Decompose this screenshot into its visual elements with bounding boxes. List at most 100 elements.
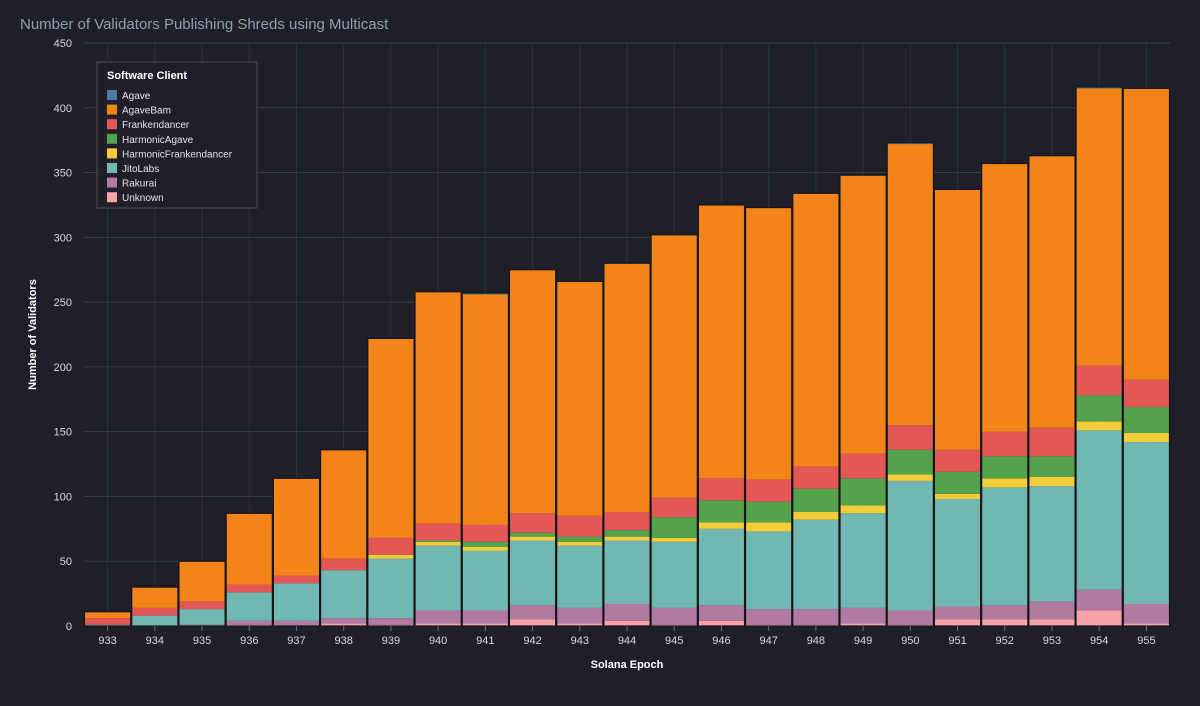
bar-frankendancer-946 — [698, 478, 745, 501]
bar-jitolabs-946 — [698, 528, 745, 606]
legend-label-agave: Agave — [122, 91, 151, 102]
bar-agavebam-939 — [367, 338, 415, 538]
x-tick-label-951: 951 — [948, 635, 966, 647]
bar-jitolabs-937 — [273, 583, 320, 621]
bar-harmonicfrankendancer-954 — [1076, 421, 1123, 431]
bar-harmonicagave-950 — [887, 449, 934, 475]
legend-label-frankendancer: Frankendancer — [122, 120, 190, 131]
x-tick-label-953: 953 — [1043, 635, 1061, 647]
bar-jitolabs-947 — [745, 531, 792, 610]
bar-unknown-950 — [887, 624, 934, 626]
bar-frankendancer-949 — [839, 453, 887, 479]
bar-stack-949 — [839, 174, 887, 627]
x-tick-label-947: 947 — [759, 635, 777, 647]
legend-swatch-harmonicagave — [107, 133, 117, 144]
bar-agavebam-951 — [934, 189, 981, 450]
bar-rakurai-955 — [1123, 603, 1170, 624]
bar-agavebam-940 — [415, 291, 462, 524]
bar-frankendancer-951 — [934, 449, 981, 472]
x-tick-label-948: 948 — [807, 635, 825, 647]
legend-swatch-agave — [107, 90, 117, 100]
bar-jitolabs-941 — [462, 550, 509, 611]
legend-swatch-jitolabs — [107, 163, 117, 173]
bar-stack-955 — [1122, 87, 1171, 627]
y-tick-label-400: 400 — [54, 103, 72, 115]
bar-unknown-948 — [792, 624, 839, 626]
bar-stack-947 — [744, 206, 793, 627]
bar-unknown-952 — [981, 619, 1028, 626]
bar-unknown-955 — [1123, 623, 1170, 626]
bar-unknown-949 — [839, 623, 887, 626]
bar-agavebam-936 — [226, 513, 273, 585]
bar-unknown-951 — [934, 619, 981, 626]
bar-stack-935 — [178, 560, 226, 627]
x-tick-label-945: 945 — [665, 635, 683, 647]
x-tick-label-933: 933 — [98, 635, 116, 647]
bar-harmonicfrankendancer-952 — [981, 478, 1028, 488]
bar-unknown-947 — [745, 624, 792, 626]
legend-label-unknown: Unknown — [122, 193, 164, 204]
bar-agavebam-952 — [981, 163, 1028, 432]
x-tick-label-949: 949 — [854, 635, 872, 647]
y-axis-label: Number of Validators — [27, 279, 39, 390]
x-tick-label-936: 936 — [240, 635, 258, 647]
bar-frankendancer-954 — [1076, 365, 1123, 396]
bar-frankendancer-940 — [415, 523, 462, 541]
bar-rakurai-941 — [462, 610, 509, 624]
bar-harmonicagave-943 — [556, 536, 603, 542]
bar-jitolabs-952 — [981, 487, 1028, 606]
legend-swatch-frankendancer — [107, 119, 117, 130]
bar-frankendancer-955 — [1123, 379, 1170, 408]
x-tick-label-934: 934 — [146, 635, 164, 647]
y-tick-label-250: 250 — [54, 297, 72, 309]
bar-jitolabs-943 — [556, 545, 603, 608]
bar-harmonicfrankendancer-949 — [839, 505, 887, 514]
bar-stack-952 — [981, 162, 1029, 627]
legend-label-harmonicfrankendancer: HarmonicFrankendancer — [122, 149, 233, 160]
bar-frankendancer-952 — [981, 431, 1028, 457]
bar-rakurai-950 — [887, 610, 934, 625]
bar-unknown-944 — [603, 620, 651, 626]
bar-harmonicagave-949 — [839, 478, 887, 506]
bar-stack-945 — [650, 234, 698, 627]
bar-unknown-943 — [556, 623, 603, 626]
bar-harmonicfrankendancer-943 — [556, 541, 603, 546]
bar-harmonicfrankendancer-951 — [934, 493, 981, 500]
bar-frankendancer-945 — [651, 497, 698, 518]
bar-rakurai-945 — [651, 607, 698, 625]
x-tick-label-938: 938 — [335, 635, 353, 647]
bar-harmonicfrankendancer-945 — [651, 537, 698, 542]
x-tick-label-943: 943 — [571, 635, 589, 647]
bar-jitolabs-939 — [367, 558, 415, 619]
bar-jitolabs-933 — [84, 624, 131, 626]
bar-stack-948 — [792, 192, 840, 627]
x-tick-label-950: 950 — [901, 635, 919, 647]
bar-frankendancer-936 — [226, 584, 273, 593]
x-tick-label-946: 946 — [712, 635, 730, 647]
bar-stack-953 — [1028, 155, 1076, 627]
bar-stack-946 — [697, 204, 746, 627]
bar-unknown-941 — [462, 623, 509, 626]
legend-label-agavebam: AgaveBam — [122, 106, 171, 117]
bar-stack-936 — [225, 512, 273, 627]
bar-unknown-953 — [1028, 619, 1076, 626]
y-tick-label-450: 450 — [54, 38, 72, 50]
bar-stack-954 — [1075, 86, 1123, 627]
bar-harmonicagave-946 — [698, 500, 745, 523]
y-tick-label-200: 200 — [54, 362, 72, 374]
bar-unknown-938 — [320, 623, 367, 626]
bar-frankendancer-939 — [367, 537, 415, 555]
bar-harmonicagave-954 — [1076, 395, 1123, 422]
bar-agavebam-941 — [462, 294, 509, 525]
bar-jitolabs-936 — [226, 592, 273, 621]
bar-jitolabs-955 — [1123, 442, 1170, 604]
legend-swatch-unknown — [107, 192, 117, 203]
bar-unknown-954 — [1076, 610, 1123, 626]
bar-unknown-942 — [509, 619, 556, 626]
x-axis-ticks: 933 934 935 936 937 938 939 940 941 942 943 944 945 9… — [98, 626, 1156, 647]
x-tick-label-937: 937 — [287, 635, 305, 647]
bar-agavebam-948 — [792, 193, 839, 467]
bar-harmonicfrankendancer-955 — [1123, 432, 1170, 443]
bar-jitolabs-950 — [887, 480, 934, 611]
